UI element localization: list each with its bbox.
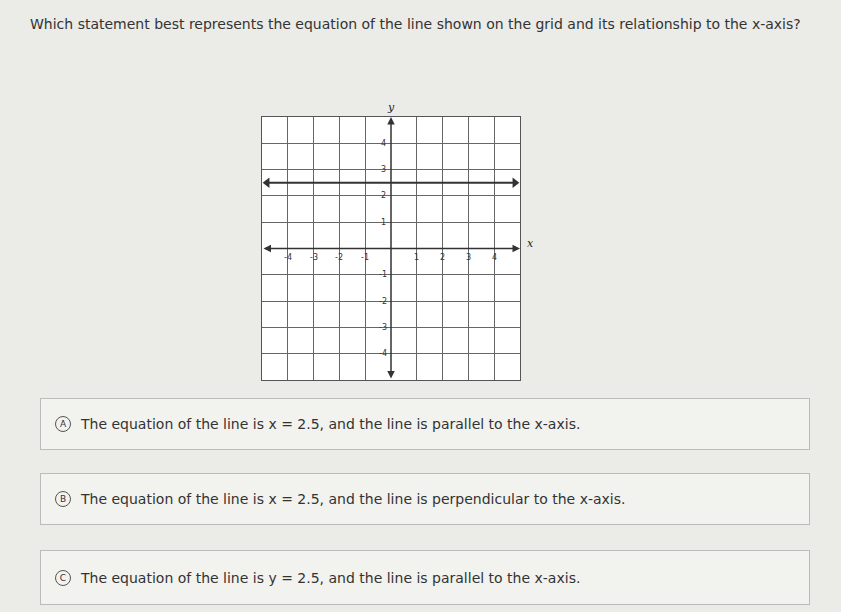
html-text:The equation of the line is x: The equation of the line is x = 2.5, and… xyxy=(81,416,581,432)
svg-text:-2: -2 xyxy=(379,297,387,306)
svg-text:x: x xyxy=(527,237,534,250)
svg-text:2: 2 xyxy=(381,191,386,200)
html-text:C: C xyxy=(59,572,67,583)
svg-text:2: 2 xyxy=(440,253,445,262)
html-text:A: A xyxy=(59,419,67,429)
svg-text:3: 3 xyxy=(466,253,471,262)
html-text:B: B xyxy=(59,494,67,504)
svg-text:y: y xyxy=(387,101,395,114)
svg-text:3: 3 xyxy=(381,165,386,174)
html-text:The equation of the line is y: The equation of the line is y = 2.5, and… xyxy=(81,569,581,586)
html-text:Which statement best represent: Which statement best represents the equa… xyxy=(30,16,801,32)
svg-text:-4: -4 xyxy=(379,349,387,358)
svg-text:-1: -1 xyxy=(361,253,369,262)
svg-text:4: 4 xyxy=(381,139,386,148)
svg-text:-3: -3 xyxy=(379,323,387,332)
svg-text:4: 4 xyxy=(492,253,497,262)
svg-text:-1: -1 xyxy=(379,270,387,279)
html-text:The equation of the line is x: The equation of the line is x = 2.5, and… xyxy=(81,491,626,507)
svg-text:-4: -4 xyxy=(284,253,292,262)
svg-text:1: 1 xyxy=(381,218,386,227)
svg-text:-2: -2 xyxy=(335,253,343,262)
svg-text:-3: -3 xyxy=(310,253,318,262)
svg-text:1: 1 xyxy=(414,253,419,262)
